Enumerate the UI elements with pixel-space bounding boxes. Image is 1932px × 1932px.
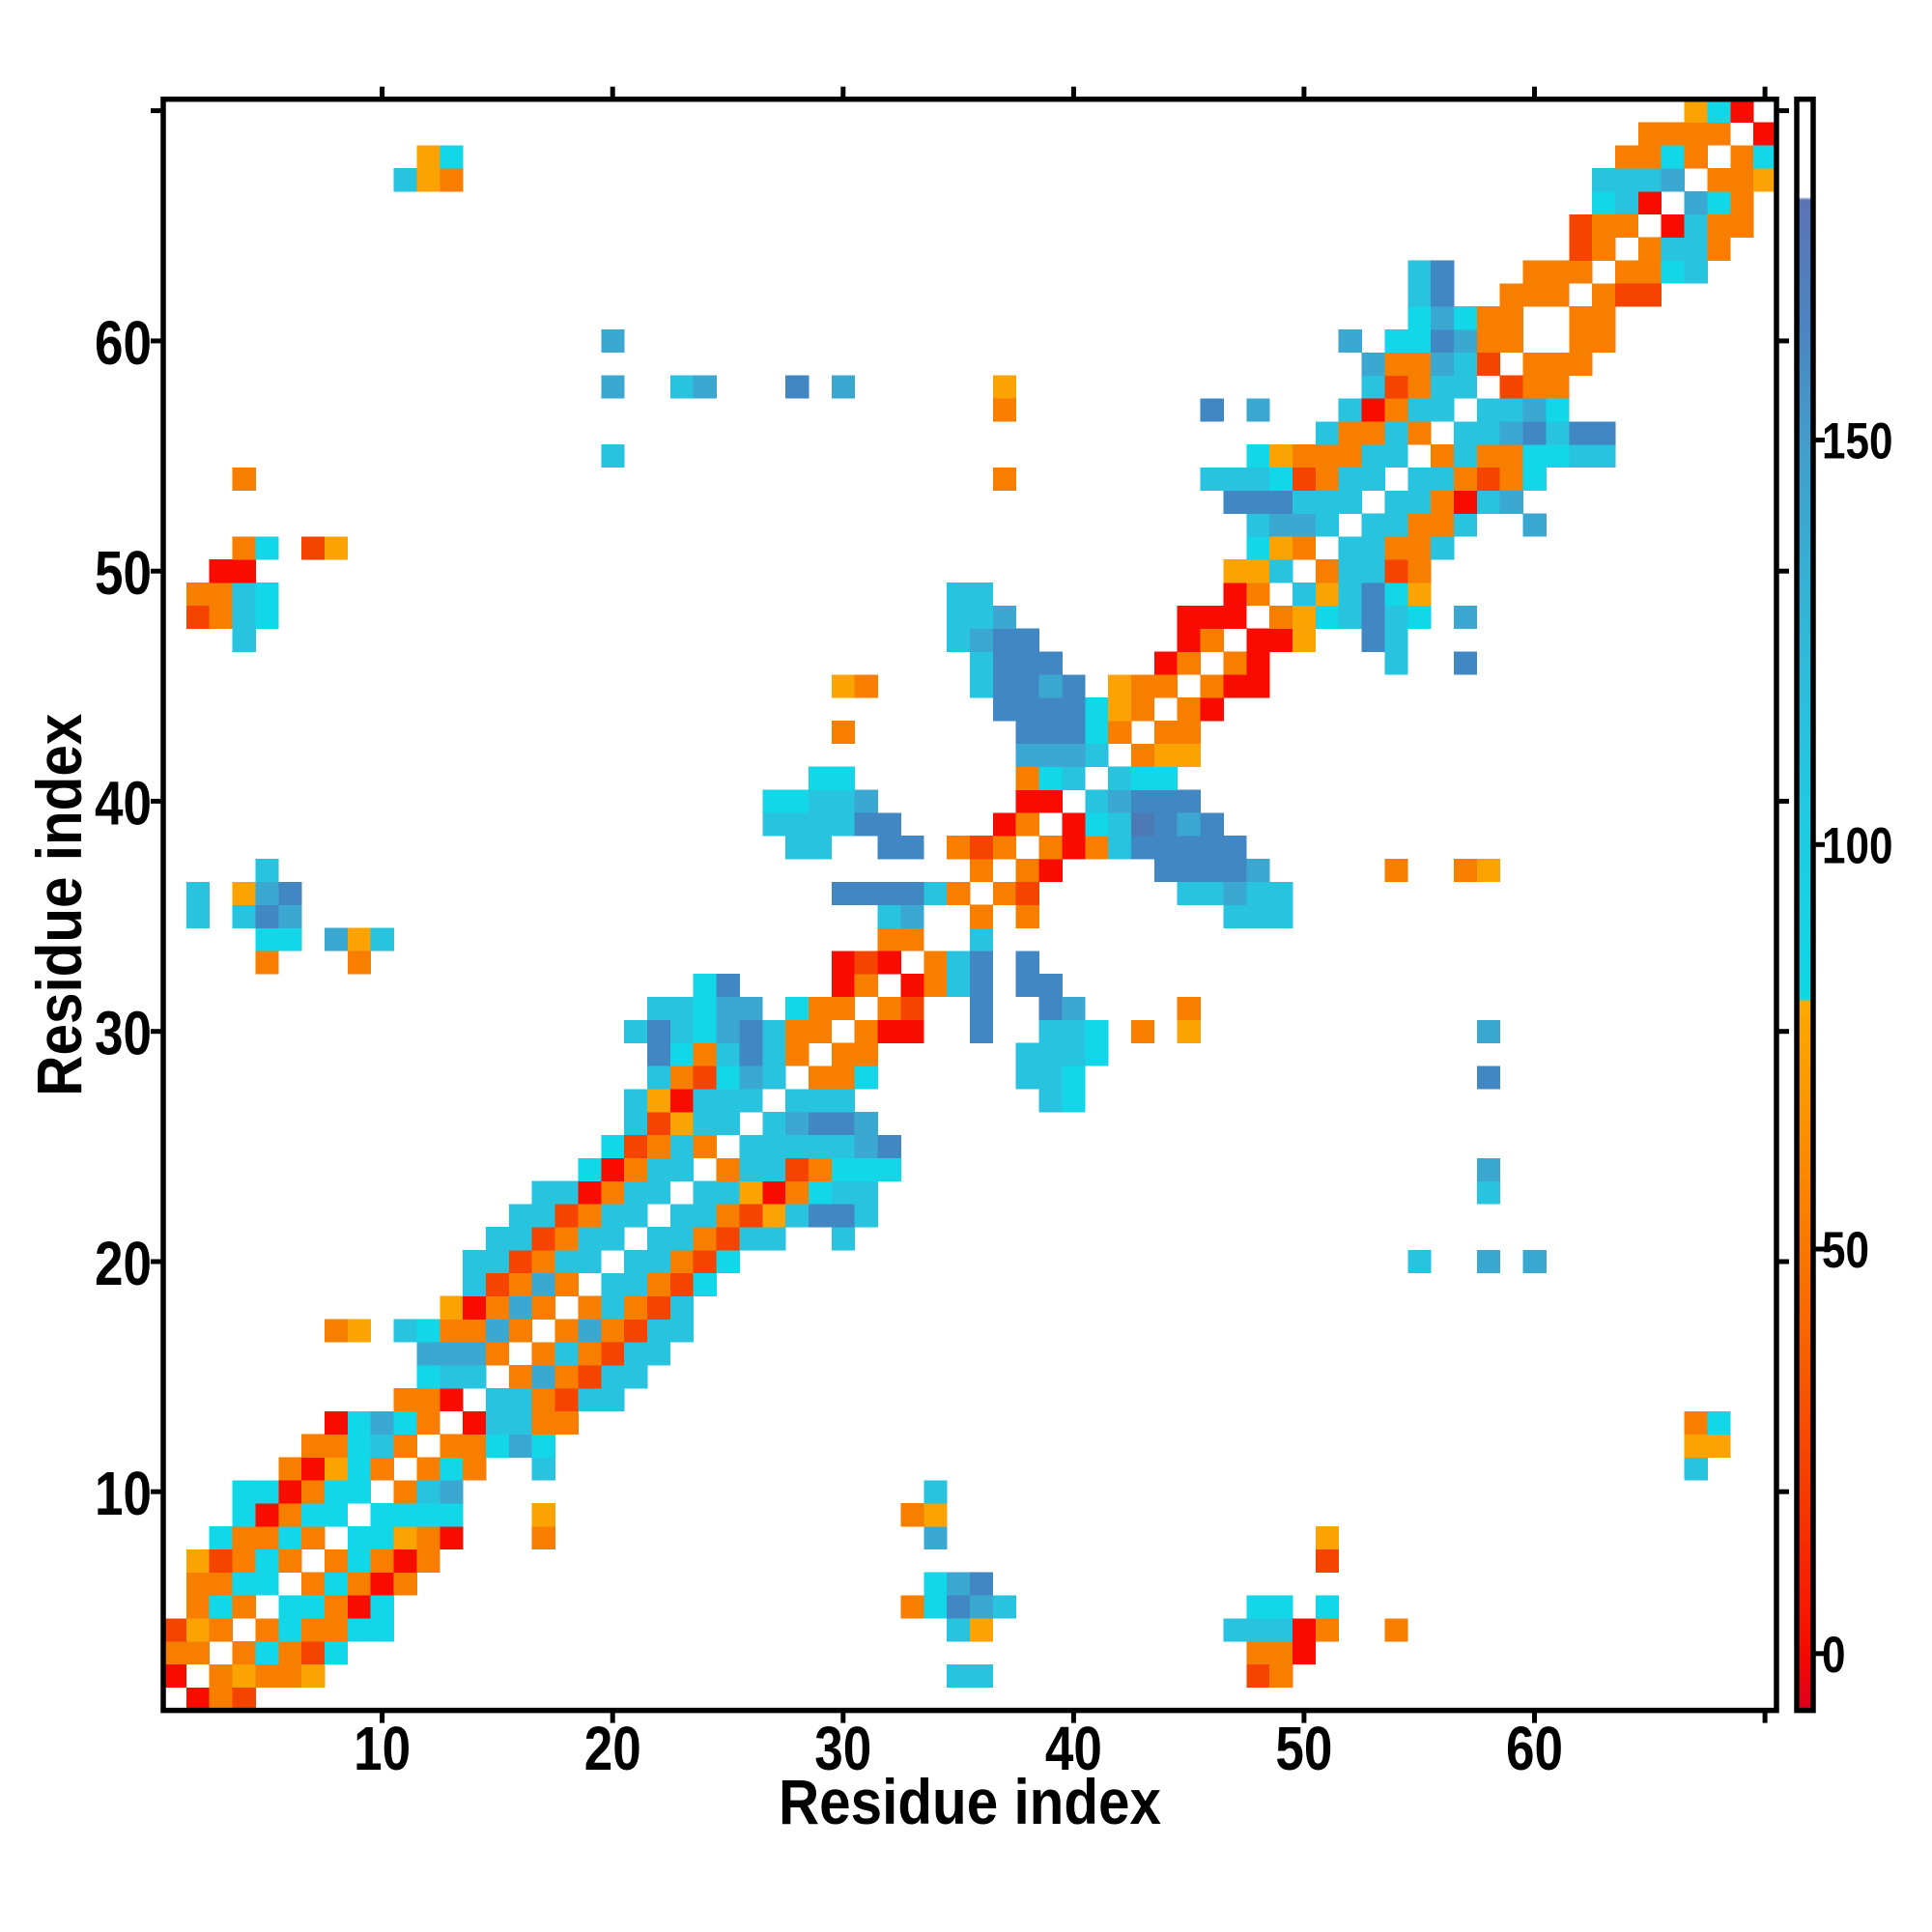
svg-text:50: 50 [1275,1714,1332,1783]
svg-text:60: 60 [1506,1714,1563,1783]
svg-text:30: 30 [95,999,152,1068]
svg-text:Residue index: Residue index [23,713,95,1095]
svg-text:10: 10 [354,1714,411,1783]
svg-text:40: 40 [1045,1714,1102,1783]
svg-text:50: 50 [1822,1222,1869,1279]
svg-text:30: 30 [814,1714,871,1783]
svg-text:50: 50 [95,538,152,608]
svg-text:100: 100 [1822,817,1893,874]
svg-text:Residue index: Residue index [779,1766,1161,1837]
svg-text:20: 20 [95,1229,152,1298]
svg-text:40: 40 [95,768,152,838]
svg-text:150: 150 [1822,413,1893,470]
svg-text:0: 0 [1822,1627,1846,1684]
svg-text:60: 60 [95,308,152,378]
svg-text:20: 20 [584,1714,641,1783]
svg-text:10: 10 [95,1459,152,1528]
